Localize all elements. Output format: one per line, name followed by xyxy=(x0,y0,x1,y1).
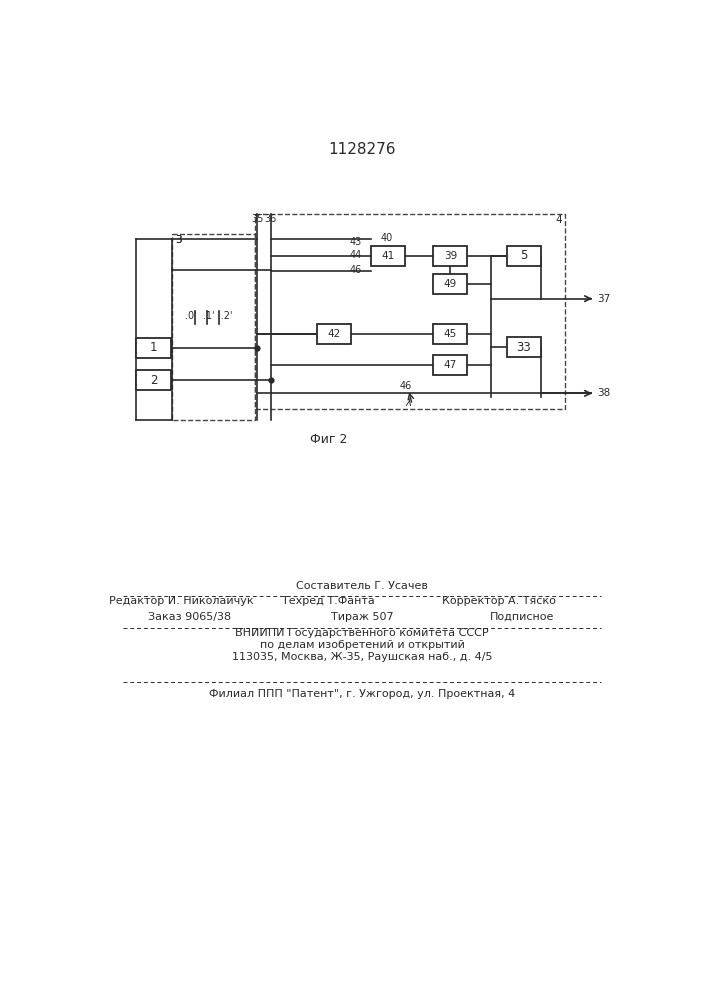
Bar xyxy=(172,234,255,420)
Text: 46: 46 xyxy=(350,265,362,275)
Text: 3: 3 xyxy=(175,235,182,245)
Text: 49: 49 xyxy=(444,279,457,289)
Bar xyxy=(255,214,565,409)
Text: Заказ 9065/38: Заказ 9065/38 xyxy=(148,612,230,622)
Text: 5: 5 xyxy=(520,249,527,262)
Text: λ: λ xyxy=(405,398,411,408)
Text: Филиал ППП "Патент", г. Ужгород, ул. Проектная, 4: Филиал ППП "Патент", г. Ужгород, ул. Про… xyxy=(209,689,515,699)
Text: .0'  .1'  .2': .0' .1' .2' xyxy=(185,311,233,321)
Bar xyxy=(136,338,170,358)
Text: Подписное: Подписное xyxy=(490,612,554,622)
Bar xyxy=(433,355,467,375)
Bar xyxy=(371,246,405,266)
Text: Фиг 2: Фиг 2 xyxy=(310,433,347,446)
Text: Составитель Г. Усачев: Составитель Г. Усачев xyxy=(296,581,428,591)
Text: 1: 1 xyxy=(150,341,157,354)
Text: 113035, Москва, Ж-35, Раушская наб., д. 4/5: 113035, Москва, Ж-35, Раушская наб., д. … xyxy=(232,652,492,662)
Text: 3: 3 xyxy=(175,235,182,245)
Text: по делам изобретений и открытий: по делам изобретений и открытий xyxy=(259,640,464,650)
Text: 42: 42 xyxy=(327,329,341,339)
Bar xyxy=(433,246,467,266)
Text: 33: 33 xyxy=(517,341,531,354)
Text: 36: 36 xyxy=(264,214,276,224)
Bar xyxy=(433,324,467,344)
Text: ВНИИПИ Государственного комитета СССР: ВНИИПИ Государственного комитета СССР xyxy=(235,628,489,638)
Text: 47: 47 xyxy=(444,360,457,370)
Text: 35: 35 xyxy=(251,214,264,224)
Bar xyxy=(136,370,170,390)
Text: 44: 44 xyxy=(350,250,362,260)
Bar xyxy=(507,246,541,266)
Text: 38: 38 xyxy=(597,388,610,398)
Text: 40: 40 xyxy=(380,233,393,243)
Bar xyxy=(433,274,467,294)
Text: 4: 4 xyxy=(556,215,562,225)
Text: Корректор А. Тяско: Корректор А. Тяско xyxy=(442,596,556,606)
Text: 41: 41 xyxy=(382,251,395,261)
Text: Техред Т.Фанта: Техред Т.Фанта xyxy=(282,596,375,606)
Text: Редактор И. Николайчук: Редактор И. Николайчук xyxy=(109,596,254,606)
Text: 46: 46 xyxy=(400,381,412,391)
Text: 37: 37 xyxy=(597,294,610,304)
Text: 2: 2 xyxy=(150,374,157,387)
Bar xyxy=(317,324,351,344)
Text: 39: 39 xyxy=(444,251,457,261)
Text: 45: 45 xyxy=(444,329,457,339)
Text: 1128276: 1128276 xyxy=(328,142,396,157)
Bar xyxy=(507,337,541,357)
Text: 43: 43 xyxy=(350,237,362,247)
Text: Тираж 507: Тираж 507 xyxy=(331,612,393,622)
